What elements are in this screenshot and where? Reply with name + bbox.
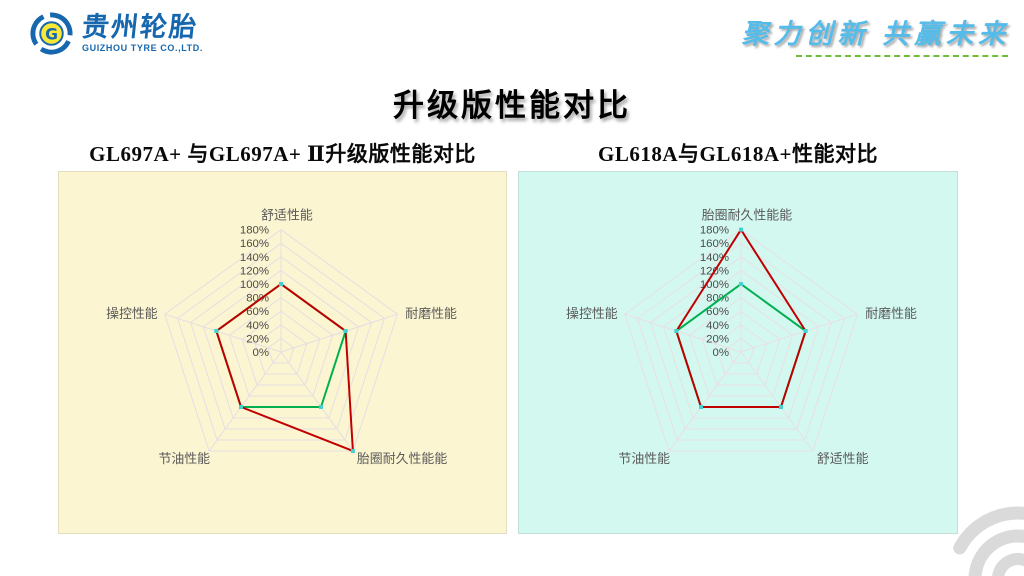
svg-text:60%: 60% (706, 306, 729, 318)
svg-text:耐磨性能: 耐磨性能 (405, 306, 457, 321)
svg-text:80%: 80% (706, 293, 729, 305)
svg-text:80%: 80% (246, 293, 269, 305)
svg-text:180%: 180% (240, 225, 269, 237)
svg-text:140%: 140% (240, 252, 269, 264)
svg-text:20%: 20% (246, 333, 269, 345)
svg-text:120%: 120% (240, 265, 269, 277)
radar-panel-left: 180% 160% 140% 120% 100% 80% 60% 40% 20% 0% 舒适性能耐磨… (58, 171, 507, 534)
chart-section-gl618: GL618A与GL618A+性能对比 180% 160% 140% 120% 100% 8… (518, 138, 958, 534)
radar-panel-right: 180% 160% 140% 120% 100% 80% 60% 40% 20% 0% 胎圈耐久性能… (518, 171, 958, 534)
svg-text:胎圈耐久性能能: 胎圈耐久性能能 (357, 451, 447, 466)
svg-text:舒适性能: 舒适性能 (261, 208, 313, 223)
svg-text:140%: 140% (700, 252, 729, 264)
svg-text:160%: 160% (240, 238, 269, 250)
svg-text:节油性能: 节油性能 (618, 451, 670, 466)
svg-text:180%: 180% (700, 225, 729, 237)
logo-emblem-icon: G (30, 12, 73, 55)
svg-text:40%: 40% (246, 320, 269, 332)
svg-text:0%: 0% (253, 347, 270, 359)
tire-swirl-watermark (945, 506, 1024, 576)
svg-text:60%: 60% (246, 306, 269, 318)
slogan-text: 聚力创新 共赢未来 (741, 19, 1010, 49)
svg-text:胎圈耐久性能能: 胎圈耐久性能能 (702, 208, 792, 223)
svg-text:100%: 100% (700, 279, 729, 291)
slogan-underline (796, 55, 1008, 57)
chart-title-left: GL697A+ 与GL697A+ Ⅱ升级版性能对比 (89, 142, 476, 166)
radar-chart-gl697: 180%160% 140%120% 100% 80%60% 40%20% 0% 舒适性能耐磨… (106, 208, 457, 466)
chart-section-gl697: GL697A+ 与GL697A+ Ⅱ升级版性能对比 180% 160% 140% 12… (58, 138, 507, 534)
page-title: 升级版性能对比 (393, 88, 631, 123)
svg-text:耐磨性能: 耐磨性能 (865, 306, 917, 321)
svg-text:舒适性能: 舒适性能 (817, 451, 869, 466)
svg-text:160%: 160% (700, 238, 729, 250)
radar-chart-gl618: 180%160%140%120%100%80%60%40%20%0%胎圈耐久性能… (566, 208, 917, 466)
slogan: 聚力创新 共赢未来 (741, 12, 1010, 57)
svg-text:节油性能: 节油性能 (158, 451, 210, 466)
svg-text:20%: 20% (706, 333, 729, 345)
svg-text:100%: 100% (240, 279, 269, 291)
svg-text:操控性能: 操控性能 (106, 306, 158, 321)
company-logo: G 贵州轮胎 GUIZHOU TYRE CO.,LTD. (28, 10, 203, 57)
chart-title-right: GL618A与GL618A+性能对比 (598, 142, 878, 166)
svg-text:操控性能: 操控性能 (566, 306, 618, 321)
logo-company-name-en: GUIZHOU TYRE CO.,LTD. (82, 43, 203, 53)
svg-text:0%: 0% (713, 347, 730, 359)
logo-monogram: G (45, 24, 58, 43)
svg-text:40%: 40% (706, 320, 729, 332)
logo-company-name: 贵州轮胎 (80, 12, 200, 42)
